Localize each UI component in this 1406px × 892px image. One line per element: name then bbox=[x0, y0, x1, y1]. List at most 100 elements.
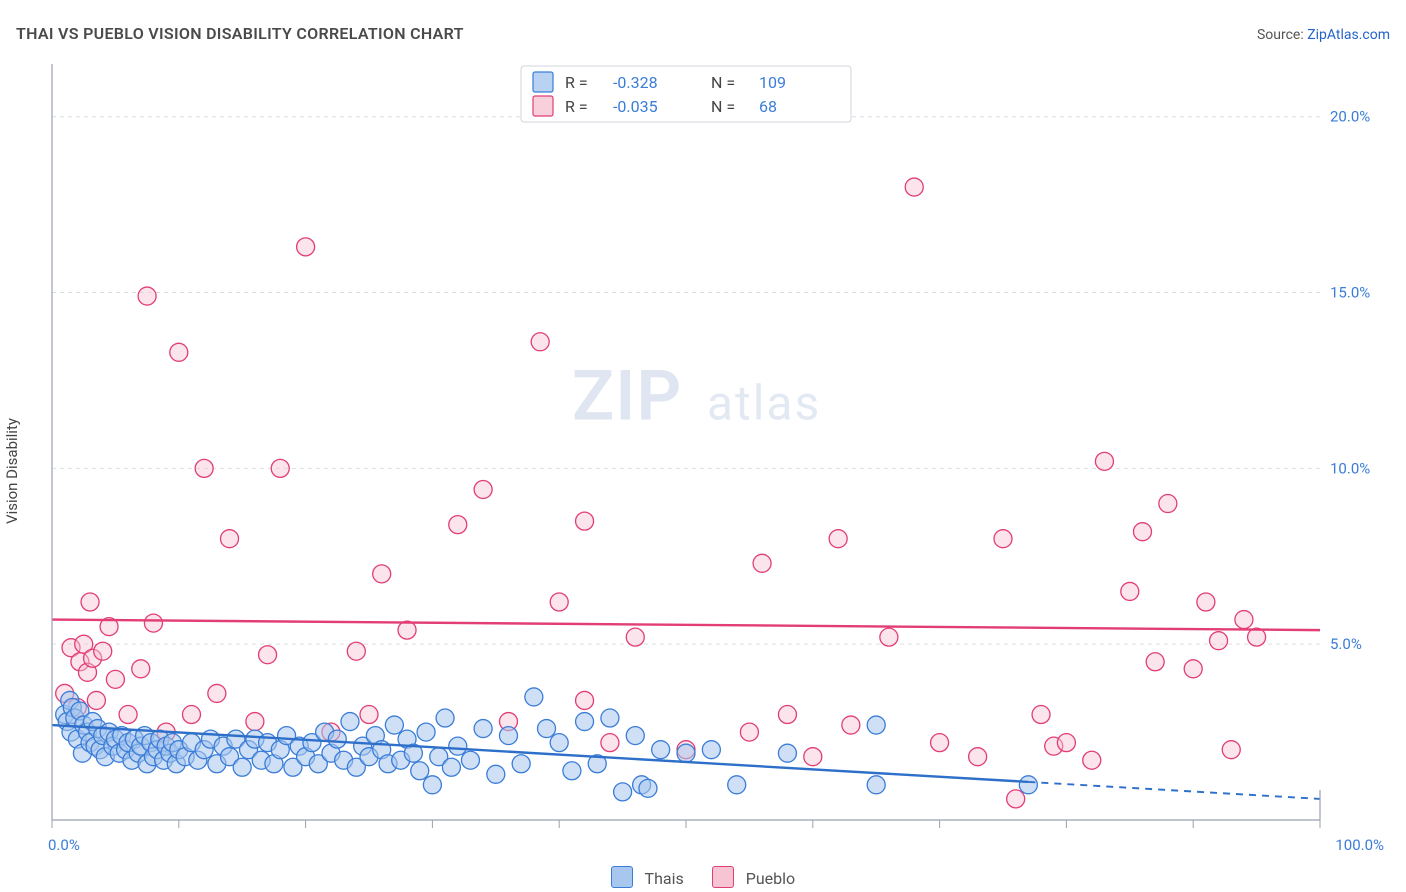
data-point bbox=[626, 727, 644, 745]
data-point bbox=[106, 670, 124, 688]
source-label: Source: ZipAtlas.com bbox=[1257, 27, 1390, 43]
y-axis-label: Vision Disability bbox=[3, 418, 21, 524]
trend-line-extrap bbox=[1028, 782, 1320, 799]
data-point bbox=[1057, 734, 1075, 752]
data-point bbox=[531, 333, 549, 351]
data-point bbox=[728, 776, 746, 794]
data-point bbox=[867, 776, 885, 794]
stats-n-label: N = bbox=[711, 73, 735, 92]
trend-line bbox=[52, 620, 1320, 631]
data-point bbox=[525, 688, 543, 706]
data-point bbox=[626, 628, 644, 646]
data-point bbox=[576, 713, 594, 731]
legend-label-thais: Thais bbox=[645, 869, 684, 888]
stats-n-value: 68 bbox=[759, 97, 777, 116]
data-point bbox=[417, 723, 435, 741]
stats-n-label: N = bbox=[711, 97, 735, 116]
data-point bbox=[297, 238, 315, 256]
data-point bbox=[753, 554, 771, 572]
scatter-thais bbox=[56, 688, 1038, 801]
data-point bbox=[360, 706, 378, 724]
data-point bbox=[221, 530, 239, 548]
legend-swatch bbox=[533, 72, 553, 92]
data-point bbox=[1184, 660, 1202, 678]
data-point bbox=[398, 621, 416, 639]
legend-item-pueblo: Pueblo bbox=[712, 866, 795, 888]
data-point bbox=[138, 287, 156, 305]
data-point bbox=[87, 691, 105, 709]
data-point bbox=[576, 512, 594, 530]
data-point bbox=[341, 713, 359, 731]
data-point bbox=[1210, 632, 1228, 650]
data-point bbox=[423, 776, 441, 794]
x-min-label: 0.0% bbox=[48, 836, 80, 854]
stats-r-label: R = bbox=[565, 73, 588, 92]
data-point bbox=[563, 762, 581, 780]
data-point bbox=[677, 744, 695, 762]
data-point bbox=[1197, 593, 1215, 611]
data-point bbox=[1133, 523, 1151, 541]
data-point bbox=[347, 642, 365, 660]
data-point bbox=[259, 646, 277, 664]
chart-title: THAI VS PUEBLO VISION DISABILITY CORRELA… bbox=[16, 24, 464, 43]
data-point bbox=[1159, 495, 1177, 513]
legend-label-pueblo: Pueblo bbox=[746, 869, 795, 888]
data-point bbox=[880, 628, 898, 646]
legend-swatch bbox=[533, 96, 553, 116]
data-point bbox=[233, 758, 251, 776]
stats-r-label: R = bbox=[565, 97, 588, 116]
data-point bbox=[1235, 611, 1253, 629]
data-point bbox=[208, 684, 226, 702]
data-point bbox=[1032, 706, 1050, 724]
data-point bbox=[385, 716, 403, 734]
legend-item-thais: Thais bbox=[611, 866, 684, 888]
data-point bbox=[487, 765, 505, 783]
y-tick-label: 10.0% bbox=[1330, 459, 1370, 477]
scatter-pueblo bbox=[56, 178, 1266, 808]
x-max-label: 100.0% bbox=[1335, 836, 1384, 854]
stats-r-value: -0.328 bbox=[613, 73, 658, 92]
data-point bbox=[449, 737, 467, 755]
y-tick-label: 5.0% bbox=[1330, 635, 1362, 653]
data-point bbox=[931, 734, 949, 752]
data-point bbox=[373, 565, 391, 583]
data-point bbox=[1222, 741, 1240, 759]
data-point bbox=[601, 709, 619, 727]
data-point bbox=[144, 614, 162, 632]
data-point bbox=[328, 730, 346, 748]
svg-text:ZIP: ZIP bbox=[572, 355, 682, 437]
bottom-legend: Thais Pueblo bbox=[0, 866, 1406, 888]
source-link[interactable]: ZipAtlas.com bbox=[1307, 27, 1390, 43]
data-point bbox=[702, 741, 720, 759]
data-point bbox=[601, 734, 619, 752]
data-point bbox=[1248, 628, 1266, 646]
data-point bbox=[842, 716, 860, 734]
data-point bbox=[1121, 582, 1139, 600]
data-point bbox=[132, 660, 150, 678]
data-point bbox=[994, 530, 1012, 548]
data-point bbox=[778, 744, 796, 762]
data-point bbox=[512, 755, 530, 773]
stats-box: R =-0.328N =109R =-0.035N =68 bbox=[521, 66, 851, 122]
source-prefix: Source: bbox=[1257, 27, 1307, 43]
stats-r-value: -0.035 bbox=[613, 97, 658, 116]
y-tick-label: 15.0% bbox=[1330, 284, 1370, 302]
data-point bbox=[550, 593, 568, 611]
data-point bbox=[170, 343, 188, 361]
data-point bbox=[778, 706, 796, 724]
data-point bbox=[829, 530, 847, 548]
data-point bbox=[182, 706, 200, 724]
data-point bbox=[538, 720, 556, 738]
y-tick-label: 20.0% bbox=[1330, 108, 1370, 126]
scatter-chart: 5.0% 10.0% 15.0% 20.0% ZIP atlas 0.0% 100.0% R =… bbox=[16, 60, 1390, 882]
data-point bbox=[474, 480, 492, 498]
data-point bbox=[474, 720, 492, 738]
data-point bbox=[576, 691, 594, 709]
data-point bbox=[442, 758, 460, 776]
svg-text:atlas: atlas bbox=[707, 374, 821, 431]
data-point bbox=[740, 723, 758, 741]
watermark: ZIP atlas bbox=[572, 355, 821, 437]
data-point bbox=[195, 459, 213, 477]
data-point bbox=[81, 593, 99, 611]
data-point bbox=[119, 706, 137, 724]
